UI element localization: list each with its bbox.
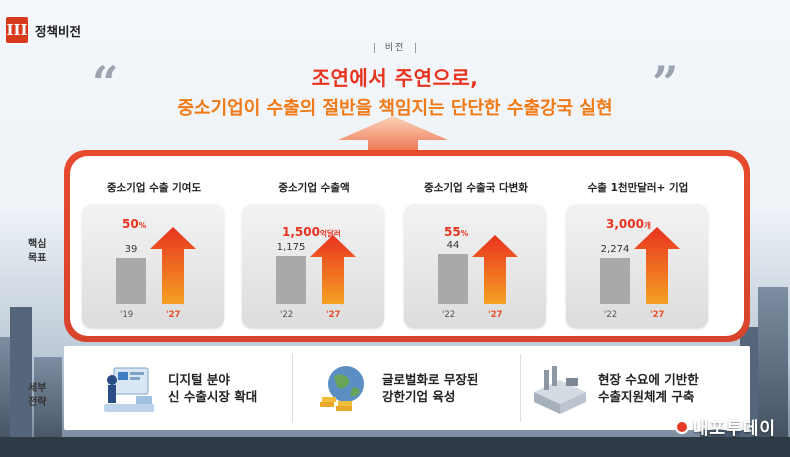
target-chart-box: 2,274 3,000개 '22 '27 xyxy=(566,204,708,328)
after-value-number: 55 xyxy=(444,225,461,239)
after-year: '27 xyxy=(326,310,341,320)
strategy-panel: 디지털 분야 신 수출시장 확대 글로벌화로 무장된 강한기업 육성 xyxy=(64,346,750,430)
before-year: '22 xyxy=(280,310,294,320)
strategy-divider xyxy=(292,354,293,422)
before-bar xyxy=(600,258,630,304)
open-quote-icon: “ xyxy=(92,56,119,110)
before-bar xyxy=(116,258,146,304)
section-title: 정책비전 xyxy=(35,23,82,39)
target-chart-box: 1,175 1,500억달러 '22 '27 xyxy=(242,204,384,328)
strategy-item-digital: 디지털 분야 신 수출시장 확대 xyxy=(100,346,257,430)
big-up-arrow-icon xyxy=(338,116,448,160)
before-year: '22 xyxy=(442,310,456,320)
after-value-unit: % xyxy=(138,221,147,230)
after-arrow-icon xyxy=(472,235,518,304)
vision-label: 비전 xyxy=(0,40,790,53)
digital-market-icon xyxy=(104,367,154,412)
vision-headline-line1: 조연에서 주연으로, xyxy=(311,66,479,90)
target-card: 수출 1천만달러+ 기업 2,274 3,000개 '22 '27 xyxy=(558,156,718,334)
after-value-unit: 개 xyxy=(643,221,651,230)
strategy-3-line1: 현장 수요에 기반한 xyxy=(598,372,699,387)
before-value: 44 xyxy=(446,240,460,251)
after-year: '27 xyxy=(650,310,665,320)
strategy-1-line1: 디지털 분야 xyxy=(168,372,230,387)
strategy-item-support: 현장 수요에 기반한 수출지원체계 구축 xyxy=(530,346,699,430)
before-value: 1,175 xyxy=(276,242,306,253)
globe-gold-icon xyxy=(320,366,364,411)
after-year: '27 xyxy=(166,310,181,320)
strategy-1-line2: 신 수출시장 확대 xyxy=(168,389,258,404)
target-title: 수출 1천만달러+ 기업 xyxy=(587,182,689,194)
strategy-2-line1: 글로벌화로 무장된 xyxy=(382,372,479,387)
after-value: 55% xyxy=(444,225,468,239)
after-year: '27 xyxy=(488,310,503,320)
target-card: 중소기업 수출 기여도 39 50% '19 '27 xyxy=(74,156,234,334)
before-year: '19 xyxy=(120,310,134,320)
strategy-2-line2: 강한기업 육성 xyxy=(382,389,456,404)
close-quote-icon: ” xyxy=(652,56,679,110)
strategy-item-global: 글로벌화로 무장된 강한기업 육성 xyxy=(314,346,478,430)
targets-side-label: 핵심 목표 xyxy=(28,239,47,264)
watermark-logo: 내포투데이 xyxy=(674,414,776,439)
after-arrow-icon xyxy=(634,227,680,304)
strategy-3-line2: 수출지원체계 구축 xyxy=(598,389,695,404)
after-value-number: 1,500 xyxy=(282,225,320,239)
after-value-number: 50 xyxy=(122,217,139,231)
vision-headline-line2: 중소기업이 수출의 절반을 책임지는 단단한 수출강국 실현 xyxy=(177,98,613,119)
after-arrow-icon xyxy=(310,235,356,304)
after-value: 3,000개 xyxy=(606,217,651,231)
before-bar xyxy=(438,254,468,304)
logo-dot-icon xyxy=(674,419,689,434)
after-value-unit: % xyxy=(460,229,469,238)
target-title: 중소기업 수출액 xyxy=(278,182,350,194)
strategy-divider xyxy=(520,354,521,422)
target-card: 중소기업 수출국 다변화 44 55% '22 '27 xyxy=(396,156,556,334)
target-title: 중소기업 수출국 다변화 xyxy=(424,182,528,194)
before-value: 39 xyxy=(124,244,138,255)
after-value-number: 3,000 xyxy=(606,217,644,231)
target-title: 중소기업 수출 기여도 xyxy=(106,182,202,194)
targets-panel: 중소기업 수출 기여도 39 50% '19 '27 중소기업 수출액 1,175 1,500… xyxy=(64,150,750,342)
target-card: 중소기업 수출액 1,175 1,500억달러 '22 '27 xyxy=(234,156,394,334)
before-year: '22 xyxy=(604,310,618,320)
target-chart-box: 39 50% '19 '27 xyxy=(82,204,224,328)
after-value: 50% xyxy=(122,217,146,231)
before-value: 2,274 xyxy=(600,244,630,255)
target-chart-box: 44 55% '22 '27 xyxy=(404,204,546,328)
watermark-text: 내포투데이 xyxy=(692,419,776,439)
after-value: 1,500억달러 xyxy=(282,225,341,239)
factory-icon xyxy=(534,366,586,414)
strategy-side-label: 세부 전략 xyxy=(28,383,47,408)
section-header: III 정책비전 xyxy=(6,17,81,43)
after-arrow-icon xyxy=(150,227,196,304)
after-value-unit: 억달러 xyxy=(319,229,341,238)
section-number: III xyxy=(6,17,28,43)
before-bar xyxy=(276,256,306,304)
